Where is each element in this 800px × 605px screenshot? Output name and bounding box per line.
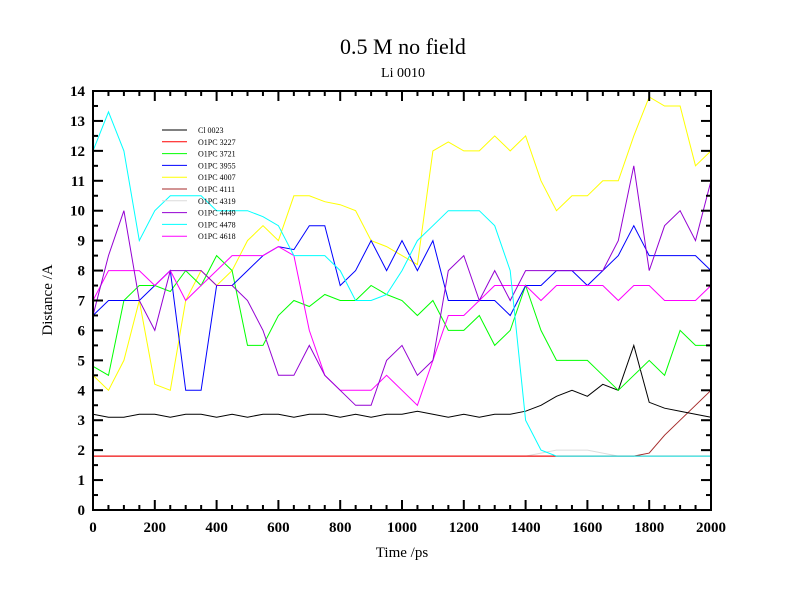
legend: Cl 0023 O1PC 3227 O1PC 3721 O1PC 3955 O1PC 4… <box>162 126 236 241</box>
x-tick-label: 1600 <box>572 520 602 536</box>
x-tick-label: 1400 <box>511 520 541 536</box>
legend-label: O1PC 4111 <box>198 185 235 194</box>
legend-label: O1PC 4478 <box>198 220 236 229</box>
x-tick-label: 200 <box>144 520 167 536</box>
legend-label: O1PC 3955 <box>198 161 236 170</box>
y-tick-label: 14 <box>70 84 86 100</box>
y-tick-label: 2 <box>78 443 86 459</box>
legend-label: O1PC 3721 <box>198 150 236 159</box>
legend-label: O1PC 4007 <box>198 173 236 182</box>
series-layer <box>92 96 712 457</box>
y-tick-label: 6 <box>78 323 86 339</box>
x-tick-label: 400 <box>205 520 228 536</box>
x-tick-label: 2000 <box>696 520 726 536</box>
series-line-o1pc-3955 <box>92 224 712 391</box>
y-tick-label: 11 <box>71 174 85 190</box>
legend-label: O1PC 4319 <box>198 197 236 206</box>
y-tick-label: 0 <box>78 503 86 519</box>
y-tick-label: 4 <box>78 383 86 399</box>
y-tick-label: 3 <box>78 413 86 429</box>
x-tick-label: 800 <box>329 520 352 536</box>
x-tick-label: 1000 <box>387 520 417 536</box>
y-tick-label: 10 <box>70 204 85 220</box>
x-tick-label: 600 <box>267 520 290 536</box>
legend-label: O1PC 4618 <box>198 232 236 241</box>
x-axis-label: Time /ps <box>376 545 429 561</box>
x-tick-label: 1200 <box>449 520 479 536</box>
y-axis-label: Distance /A <box>40 264 56 335</box>
chart-title: 0.5 M no field <box>340 34 466 59</box>
y-tick-label: 1 <box>78 473 86 489</box>
chart-subtitle: Li 0010 <box>381 66 425 81</box>
y-tick-label: 13 <box>70 114 85 130</box>
axes-layer: 0 200 400 600 800 1000 1200 1400 1600 1800 2000012… <box>70 84 726 536</box>
series-line-o1pc-4478 <box>92 110 711 457</box>
series-line-cl-0023 <box>92 343 712 418</box>
x-tick-label: 1800 <box>634 520 664 536</box>
y-tick-label: 7 <box>78 294 86 310</box>
legend-label: O1PC 4449 <box>198 209 236 218</box>
series-line-o1pc-3721 <box>92 254 711 391</box>
legend-label: O1PC 3227 <box>198 138 236 147</box>
y-tick-label: 9 <box>78 234 86 250</box>
series-line-o1pc-4618 <box>92 246 712 407</box>
legend-label: Cl 0023 <box>198 126 224 135</box>
x-tick-label: 0 <box>89 520 97 536</box>
y-tick-label: 5 <box>78 353 86 369</box>
y-tick-label: 12 <box>70 144 85 160</box>
y-tick-label: 8 <box>78 264 86 280</box>
series-line-o1pc-4449 <box>92 165 712 406</box>
